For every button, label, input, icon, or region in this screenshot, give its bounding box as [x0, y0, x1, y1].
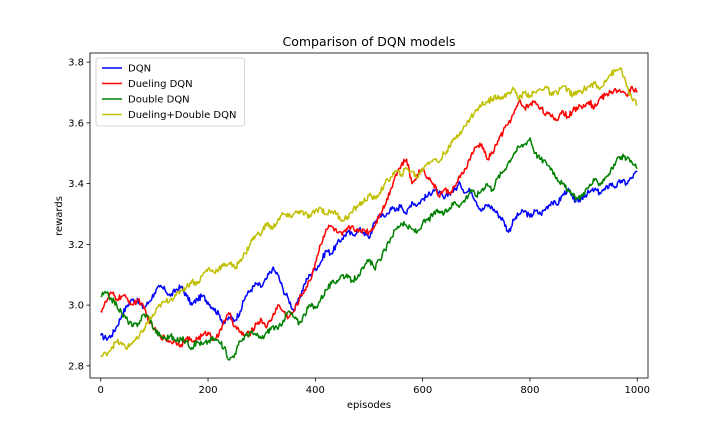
series-line-double-dqn	[100, 137, 638, 361]
x-tick-label: 0	[98, 385, 104, 396]
y-tick-label: 3.8	[68, 58, 84, 69]
legend-box	[95, 57, 245, 127]
x-tick-label: 600	[413, 385, 432, 396]
y-axis: 2.8 3.0 3.2 3.4 3.6 3.8	[68, 58, 90, 372]
legend-label: DQN	[128, 64, 151, 75]
x-tick-label: 400	[306, 385, 325, 396]
legend-label: Dueling DQN	[128, 79, 193, 90]
x-axis-label: episodes	[347, 400, 391, 411]
y-tick-label: 3.6	[68, 118, 84, 129]
legend: DQN Dueling DQN Double DQN Dueling+Double D…	[95, 57, 245, 127]
series-line-dueling-double-dqn	[100, 67, 638, 358]
series-line-dueling-dqn	[100, 85, 638, 348]
chart-title: Comparison of DQN models	[282, 34, 455, 49]
plot-area	[89, 52, 649, 379]
x-axis: 0 200 400 600 800 1000	[98, 378, 650, 396]
y-tick-label: 2.8	[68, 361, 84, 372]
legend-label: Double DQN	[128, 95, 190, 106]
y-tick-label: 3.2	[68, 240, 84, 251]
x-tick-label: 800	[520, 385, 539, 396]
legend-label: Dueling+Double DQN	[128, 110, 236, 121]
series-line-dqn	[100, 170, 638, 341]
y-axis-label: rewards	[54, 196, 65, 236]
y-tick-label: 3.4	[68, 179, 84, 190]
x-tick-label: 200	[198, 385, 217, 396]
plot-frame	[89, 52, 649, 379]
y-tick-label: 3.0	[68, 301, 84, 312]
x-tick-label: 1000	[625, 385, 650, 396]
